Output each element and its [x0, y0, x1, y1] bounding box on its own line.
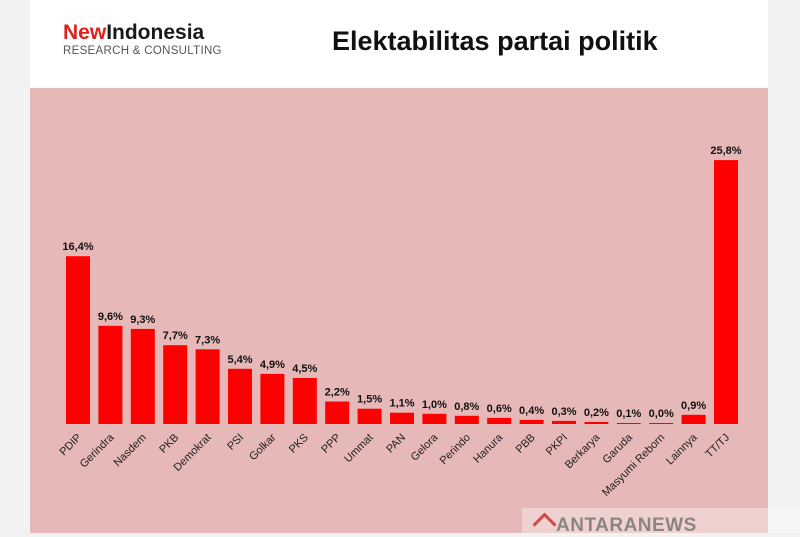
- watermark-banner: [522, 508, 800, 533]
- category-tick-label: Gerindra: [78, 431, 117, 470]
- category-tick-label: PPP: [319, 432, 343, 456]
- slide: NewIndonesia RESEARCH & CONSULTING Elekt…: [30, 0, 768, 533]
- data-label: 0,4%: [519, 405, 544, 417]
- data-label: 0,9%: [681, 400, 706, 412]
- data-label: 0,8%: [454, 401, 479, 413]
- logo-brand-part1: New: [63, 21, 107, 44]
- category-tick-label: Perindo: [438, 432, 473, 467]
- category-tick-label: Hanura: [471, 431, 506, 466]
- bar-gerindra: [98, 325, 123, 424]
- category-tick-label: PKS: [287, 432, 311, 456]
- data-label: 5,4%: [227, 354, 252, 366]
- category-tick-label: Nasdem: [111, 432, 148, 469]
- category-tick-label: Berkarya: [563, 431, 603, 471]
- bar-garuda: [616, 423, 641, 424]
- category-tick-label: Golkar: [247, 431, 279, 463]
- category-tick-label: PSI: [225, 432, 246, 453]
- data-label: 7,3%: [195, 334, 220, 346]
- category-tick-label: PAN: [384, 432, 408, 456]
- bar-hanura: [487, 417, 512, 424]
- data-label: 4,9%: [260, 359, 285, 371]
- header: NewIndonesia RESEARCH & CONSULTING Elekt…: [30, 0, 768, 88]
- data-label: 2,2%: [325, 387, 350, 399]
- data-label: 0,2%: [584, 407, 609, 419]
- bar-pan: [390, 412, 414, 424]
- bar-masyumi-reborn: [649, 423, 674, 424]
- category-tick-label: PKB: [157, 432, 181, 456]
- data-label: 0,6%: [487, 403, 512, 415]
- company-logo: NewIndonesia RESEARCH & CONSULTING: [63, 22, 222, 58]
- data-label: 25,8%: [710, 145, 741, 157]
- category-tick-label: PKPI: [544, 432, 570, 458]
- data-label: 1,1%: [389, 398, 414, 410]
- plot-area: [30, 88, 768, 533]
- category-tick-label: Gelora: [409, 431, 441, 463]
- category-tick-label: Lainnya: [664, 431, 700, 467]
- data-label: 1,5%: [357, 394, 382, 406]
- data-label: 4,5%: [292, 363, 317, 375]
- bar-pdip: [66, 256, 90, 424]
- bar-ppp: [325, 401, 350, 424]
- bar-demokrat: [195, 349, 220, 424]
- logo-brand-part2: Indonesia: [106, 21, 205, 44]
- category-tick-label: Ummat: [342, 432, 376, 466]
- category-tick-label: PBB: [514, 432, 538, 456]
- logo-wordmark: NewIndonesia: [63, 22, 222, 44]
- data-label: 1,0%: [422, 399, 447, 411]
- bar-lainnya: [681, 414, 706, 424]
- category-tick-label: Masyumi Reborn: [600, 432, 667, 499]
- data-label: 0,3%: [551, 406, 576, 418]
- data-label: 9,3%: [130, 314, 155, 326]
- data-label: 0,1%: [616, 408, 641, 420]
- bar-perindo: [454, 415, 479, 424]
- data-label: 16,4%: [62, 241, 93, 253]
- bar-pkpi: [552, 420, 576, 424]
- bar-nasdem: [130, 328, 155, 424]
- logo-tagline: RESEARCH & CONSULTING: [63, 45, 222, 57]
- data-label: 0,0%: [649, 408, 674, 420]
- data-label: 9,6%: [98, 311, 123, 323]
- bar-pks: [292, 378, 317, 424]
- bar-gelora: [422, 413, 447, 424]
- bar-psi: [228, 368, 252, 424]
- bar-pbb: [519, 419, 544, 424]
- watermark-text: ANTARANEWS: [556, 515, 697, 536]
- bar-tt-tj: [714, 160, 738, 424]
- chart-title: Elektabilitas partai politik: [332, 26, 658, 56]
- bar-berkarya: [584, 422, 609, 424]
- bar-pkb: [163, 345, 188, 424]
- category-tick-label: TT/TJ: [703, 432, 732, 461]
- bar-golkar: [260, 373, 285, 424]
- bar-ummat: [357, 408, 382, 424]
- data-label: 7,7%: [163, 330, 188, 342]
- category-tick-label: PDIP: [57, 432, 84, 459]
